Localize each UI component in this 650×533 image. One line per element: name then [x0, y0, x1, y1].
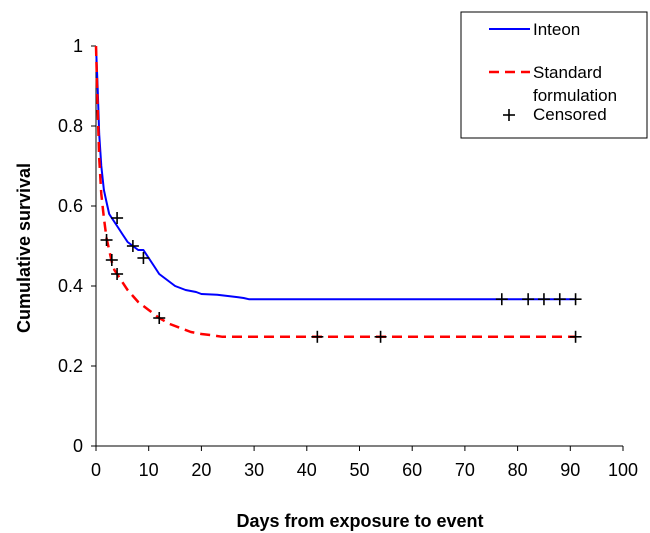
x-tick-label: 20: [191, 460, 211, 480]
censor-marker: [311, 330, 324, 343]
y-tick-label: 0.8: [58, 116, 83, 136]
x-tick-label: 100: [608, 460, 638, 480]
x-tick-label: 0: [91, 460, 101, 480]
censor-marker: [153, 312, 166, 324]
y-tick-label: 0.2: [58, 356, 83, 376]
x-tick-label: 60: [402, 460, 422, 480]
y-tick-label: 0: [73, 436, 83, 456]
censor-marker: [137, 252, 150, 264]
ticks: 00.20.40.60.810 10 20 30 40 50 60 70 80 90 100: [58, 36, 638, 480]
x-tick-label: 10: [139, 460, 159, 480]
censor-marker: [537, 293, 550, 306]
censor-marker: [126, 240, 139, 252]
censor-marker: [374, 330, 387, 343]
censor-marker: [495, 293, 508, 306]
y-tick-label: 0.4: [58, 276, 83, 296]
series-line-inteon: [95, 45, 576, 301]
censor-marker: [105, 254, 118, 266]
legend-label-censored: Censored: [533, 105, 607, 124]
censor-marker: [553, 293, 566, 306]
censor-marker: [100, 234, 113, 246]
legend-label-inteon: Inteon: [533, 20, 580, 39]
x-tick-label: 50: [349, 460, 369, 480]
y-tick-label: 1: [73, 36, 83, 56]
censor-marker: [522, 293, 535, 306]
legend-label-standard-line1: Standard: [533, 63, 602, 82]
legend: Inteon Standard formulation Censored: [460, 11, 648, 139]
censor-marker: [111, 268, 124, 280]
y-axis-title: Cumulative survival: [14, 163, 34, 333]
x-tick-label: 40: [297, 460, 317, 480]
legend-box: [460, 11, 648, 139]
legend-censor-marker: [503, 109, 515, 121]
x-tick-label: 90: [560, 460, 580, 480]
series-line-standard-formulation: [94, 45, 576, 339]
censor-marker: [569, 330, 582, 343]
series-layer: [94, 45, 576, 339]
x-axis-title: Days from exposure to event: [236, 511, 483, 531]
y-tick-label: 0.6: [58, 196, 83, 216]
censor-marker: [569, 293, 582, 306]
x-tick-label: 70: [455, 460, 475, 480]
legend-label-standard-line2: formulation: [533, 86, 617, 105]
x-tick-label: 30: [244, 460, 264, 480]
x-tick-label: 80: [508, 460, 528, 480]
censor-marker: [111, 212, 124, 224]
censor-layer: [100, 212, 582, 343]
